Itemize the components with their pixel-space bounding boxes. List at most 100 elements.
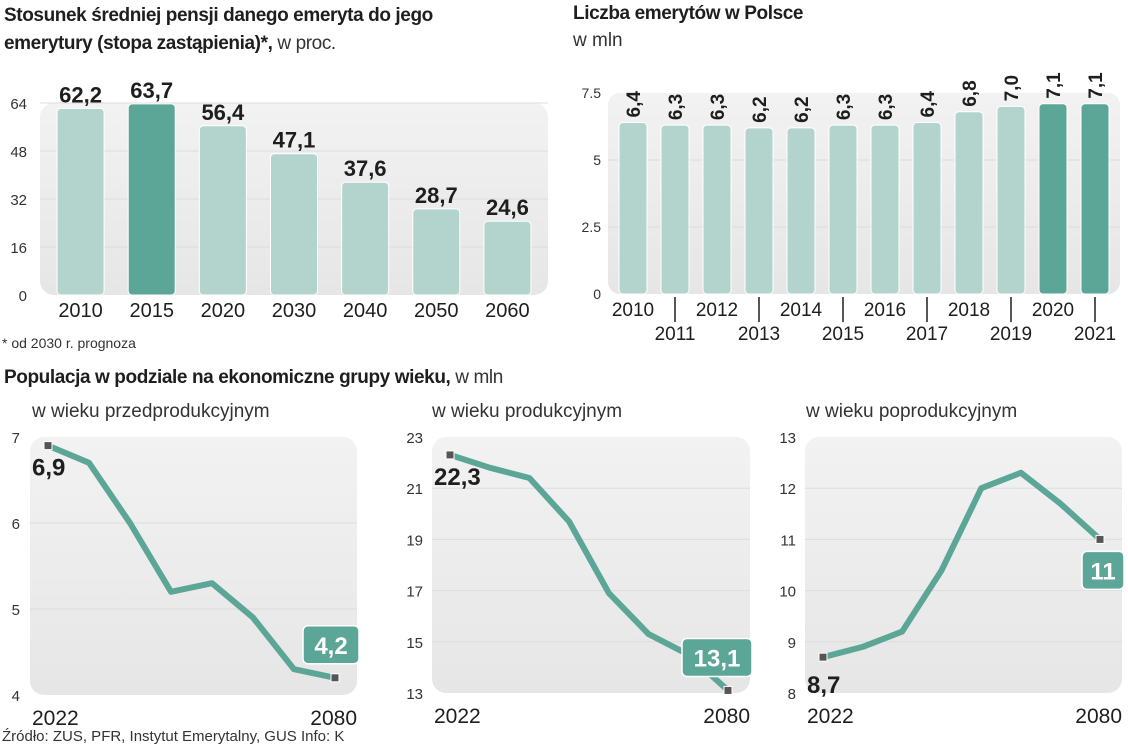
end-value-badge — [681, 637, 753, 678]
line-chart-subtitle: w wieku przedprodukcyjnym — [31, 401, 270, 422]
bar-value-label: 6,3 — [666, 94, 687, 120]
y-tick-label: 48 — [10, 144, 27, 161]
bar-value-label: 6,4 — [918, 91, 939, 118]
y-tick-label: 7 — [12, 430, 20, 447]
source-note: Źródło: ZUS, PFR, Instytut Emerytalny, G… — [2, 728, 345, 745]
x-end-label: 2080 — [310, 707, 357, 725]
start-value-label: 22,3 — [434, 464, 481, 491]
end-value-label: 11 — [1090, 558, 1115, 585]
y-tick-label: 10 — [779, 584, 796, 601]
bar-value-label: 56,4 — [201, 100, 245, 125]
bar-value-label: 24,6 — [486, 195, 529, 220]
bar-value-label: 6,2 — [792, 96, 813, 122]
bar-value-label: 28,7 — [415, 183, 458, 208]
y-tick-label: 11 — [780, 532, 796, 549]
bar — [786, 127, 816, 295]
x-tick-label: 2021 — [1074, 324, 1116, 345]
replacement-rate-unit: w proc. — [272, 33, 336, 54]
x-start-label: 2022 — [32, 707, 79, 725]
x-end-label: 2080 — [1075, 705, 1122, 725]
endpoint-marker — [818, 652, 828, 662]
x-tick-label: 2015 — [129, 300, 174, 322]
bar-value-label: 6,2 — [750, 96, 771, 122]
y-tick-label: 23 — [406, 430, 423, 447]
bar-value-label: 47,1 — [273, 128, 316, 153]
x-tick-label: 2014 — [780, 300, 823, 321]
series-line — [45, 442, 338, 681]
bar — [483, 220, 532, 296]
bar — [660, 124, 690, 295]
x-tick-label: 2013 — [738, 324, 780, 345]
bar-value-label: 6,3 — [834, 94, 855, 120]
y-tick-label: 17 — [406, 584, 423, 601]
y-tick-label: 19 — [406, 532, 423, 549]
bar — [828, 124, 858, 295]
bar — [412, 208, 461, 296]
x-tick-label: 2012 — [696, 300, 738, 321]
end-value-label: 13,1 — [694, 645, 741, 672]
y-tick-label: 5 — [12, 602, 20, 619]
bar — [198, 125, 247, 296]
x-tick-label: 2010 — [58, 300, 103, 322]
x-tick-label: 2020 — [201, 300, 246, 322]
bar-value-label: 63,7 — [130, 78, 173, 103]
bar-value-label: 6,4 — [624, 91, 645, 118]
population-title-unit: w mln — [450, 367, 503, 388]
bar — [912, 121, 942, 295]
x-tick-label: 2030 — [272, 300, 317, 322]
working-age-chart: w wieku produkcyjnym 13 15 17 19 21 23 22,3 13,1… — [406, 401, 753, 725]
x-start-label: 2022 — [807, 705, 854, 725]
end-value-label: 4,2 — [314, 633, 347, 660]
retirees-unit: w mln — [573, 30, 623, 51]
end-value-badge — [302, 625, 360, 665]
retirees-chart: 0 2.5 5 7.5 6,4 2010 6,3 2011 6,3 2012 6,2 2013 6,2 2… — [582, 72, 1120, 345]
bar — [618, 121, 648, 295]
bar — [996, 105, 1026, 295]
line-chart-subtitle: w wieku produkcyjnym — [431, 401, 622, 422]
y-tick-label: 7.5 — [582, 85, 602, 101]
bar-value-label: 6,3 — [708, 94, 729, 120]
pre-working-age-chart: w wieku przedprodukcyjnym 4 5 6 7 6,9 4,2 2022 2… — [12, 401, 360, 725]
replacement-rate-footnote: * od 2030 r. prognoza — [2, 335, 136, 351]
x-start-label: 2022 — [434, 705, 481, 725]
x-tick-label: 2015 — [822, 324, 864, 345]
bar-value-label: 7,1 — [1044, 72, 1065, 99]
end-value-badge — [1081, 550, 1125, 591]
bar-value-label: 62,2 — [59, 82, 102, 107]
x-end-label: 2080 — [703, 705, 750, 725]
x-tick-label: 2040 — [343, 300, 388, 322]
endpoint-marker — [1095, 534, 1105, 544]
y-tick-label: 21 — [406, 481, 423, 498]
y-tick-label: 16 — [10, 240, 27, 257]
y-tick-label: 64 — [10, 96, 27, 113]
bar-value-label: 7,0 — [1002, 75, 1023, 101]
y-tick-label: 6 — [12, 516, 20, 533]
endpoint-marker — [445, 450, 455, 460]
x-tick-label: 2016 — [864, 300, 906, 321]
replacement-rate-chart: 0 16 32 48 64 62,2 2010 63,7 2015 56,4 2020 47,1 203… — [10, 78, 548, 322]
bar — [270, 153, 318, 296]
y-tick-label: 8 — [788, 686, 796, 703]
endpoint-marker — [43, 441, 53, 451]
bar-value-label: 6,8 — [960, 80, 981, 106]
bar-value-label: 6,3 — [876, 94, 897, 120]
y-tick-label: 9 — [788, 635, 796, 652]
bar — [702, 124, 732, 295]
y-tick-label: 0 — [19, 288, 27, 305]
plot-panel — [805, 437, 1122, 693]
start-value-label: 8,7 — [807, 672, 840, 699]
bar — [1080, 103, 1110, 295]
bar — [56, 107, 105, 296]
post-working-age-chart: w wieku poprodukcyjnym 8 9 10 11 12 13 8,7 11 202… — [779, 401, 1125, 725]
x-tick-label: 2017 — [906, 324, 948, 345]
series-line — [820, 469, 1103, 661]
bar — [127, 103, 176, 296]
y-tick-label: 5 — [593, 152, 601, 168]
bar — [744, 127, 774, 295]
line-chart-subtitle: w wieku poprodukcyjnym — [805, 401, 1017, 422]
x-tick-label: 2060 — [485, 300, 530, 322]
start-value-label: 6,9 — [32, 455, 65, 482]
bar-value-label: 37,6 — [344, 156, 387, 181]
y-tick-label: 4 — [12, 688, 20, 705]
y-tick-label: 13 — [779, 430, 796, 447]
